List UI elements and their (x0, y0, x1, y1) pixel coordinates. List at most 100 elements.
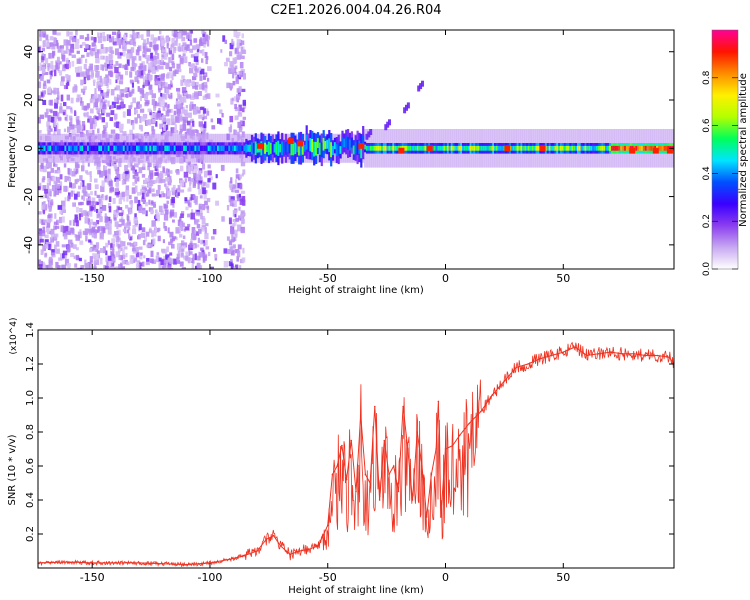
y-tick-label: 0.6 (25, 458, 36, 474)
snr-point (425, 516, 428, 518)
snr-point (359, 414, 362, 416)
snr-point (185, 563, 188, 566)
spectrogram-y-label: Frequency (Hz) (7, 112, 18, 188)
snr-point (421, 465, 423, 467)
colorbar-gradient (712, 30, 738, 269)
y-tick-label: 1.0 (25, 390, 36, 406)
snr-point (503, 380, 506, 382)
snr-point (341, 444, 343, 447)
colorbar-tick-label: 0.8 (702, 70, 712, 85)
snr-background (38, 330, 674, 568)
y-tick-label: 40 (22, 45, 35, 59)
snr-point (437, 400, 440, 403)
colorbar-tick-label: 0.0 (702, 262, 712, 277)
x-tick-label: -50 (319, 571, 337, 584)
y-tick-label: 20 (22, 93, 35, 107)
y-tick-label: 1.2 (25, 356, 36, 372)
x-tick-label: -50 (319, 272, 337, 285)
snr-point (440, 516, 442, 518)
snr-point (114, 562, 117, 564)
snr-point (397, 490, 400, 493)
snr-panel: -150 -100 -50 0 50 0.2 0.4 0.6 0.8 1.0 1.2 1.4 Heig… (7, 317, 675, 596)
snr-y-label: SNR (10 * v/v) (7, 434, 18, 505)
snr-point (430, 473, 433, 476)
colorbar-ticks: 0.0 0.2 0.4 0.6 0.8 (702, 70, 738, 276)
snr-y-multiplier: (x10^4) (9, 317, 19, 354)
snr-plot-area (38, 341, 674, 568)
snr-point (317, 545, 320, 547)
snr-point (621, 353, 623, 355)
snr-point (468, 422, 470, 425)
snr-point (574, 346, 576, 348)
snr-point (392, 465, 395, 467)
snr-point (345, 478, 348, 481)
x-tick-label: -100 (197, 272, 222, 285)
x-tick-label: 0 (442, 272, 449, 285)
snr-point (228, 558, 230, 561)
x-tick-label: 50 (556, 571, 570, 584)
y-tick-label: -20 (22, 188, 35, 206)
snr-point (242, 555, 244, 557)
snr-point (407, 448, 409, 450)
snr-point (451, 444, 454, 447)
y-tick-label: 1.4 (25, 322, 36, 338)
snr-point (480, 410, 482, 413)
snr-point (416, 431, 419, 433)
colorbar-label: Normalized spectral amplitude (738, 73, 749, 227)
snr-line (38, 346, 674, 566)
snr-point (279, 545, 282, 547)
colorbar-tick-label: 0.6 (702, 118, 712, 133)
snr-point (411, 499, 414, 501)
snr-point (369, 482, 371, 484)
snr-point (435, 448, 437, 450)
y-tick-label: 0.4 (25, 492, 36, 508)
snr-axis-ticks: -150 -100 -50 0 50 0.2 0.4 0.6 0.8 1.0 1.2 1.4 (25, 322, 674, 584)
snr-point (586, 354, 588, 357)
snr-point (444, 448, 447, 450)
colorbar-tick-label: 0.2 (702, 214, 712, 228)
snr-point (633, 353, 635, 355)
snr-point (515, 366, 517, 369)
colorbar: 0.0 0.2 0.4 0.6 0.8 Normalized spectral ampl… (702, 29, 749, 276)
x-tick-label: 50 (556, 272, 570, 285)
snr-point (388, 473, 390, 476)
spectrogram-panel: -150 -100 -50 0 50 -40 -20 0 20 40 Height of stra… (7, 29, 675, 296)
snr-point (383, 439, 386, 442)
snr-point (458, 434, 461, 437)
snr-line-detail (38, 341, 674, 568)
snr-point (378, 499, 381, 501)
snr-point (350, 439, 353, 442)
snr-point (491, 393, 494, 396)
chart-title: C2E1.2026.004.04.26.R04 (270, 3, 441, 18)
x-tick-label: -100 (197, 571, 222, 584)
snr-point (138, 562, 141, 564)
snr-point (402, 405, 404, 408)
snr-x-label: Height of straight line (km) (288, 585, 424, 596)
snr-point (298, 550, 301, 552)
snr-point (336, 465, 339, 467)
snr-point (668, 356, 671, 359)
x-tick-label: -150 (80, 272, 105, 285)
colorbar-tick-label: 0.4 (702, 166, 712, 181)
spectrogram-frame (37, 29, 675, 270)
snr-point (331, 473, 334, 476)
snr-point (562, 351, 565, 353)
snr-point (656, 354, 659, 357)
snr-point (527, 363, 529, 365)
snr-point (609, 351, 612, 353)
y-tick-label: -40 (22, 236, 35, 254)
snr-point (162, 563, 164, 565)
spectrogram-x-label: Height of straight line (km) (288, 285, 424, 296)
y-tick-label: 0 (22, 145, 35, 152)
snr-point (355, 490, 357, 493)
spectrogram-axis-ticks: -150 -100 -50 0 50 -40 -20 0 20 40 (22, 30, 674, 285)
snr-point (67, 561, 70, 563)
snr-point (308, 548, 310, 551)
snr-point (538, 358, 541, 360)
snr-point (289, 553, 291, 556)
snr-point (597, 353, 600, 355)
snr-point (374, 405, 376, 408)
snr-point (256, 550, 258, 552)
snr-point (265, 538, 268, 540)
